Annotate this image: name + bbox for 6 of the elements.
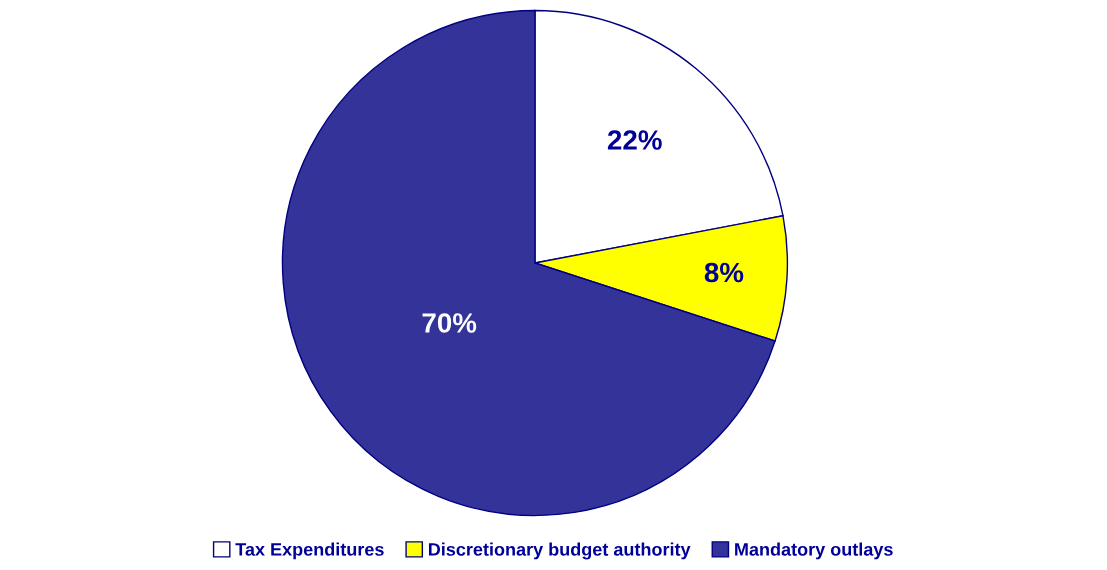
legend-label: Mandatory outlays [735,542,893,560]
legend-label: Tax Expenditures [235,542,384,560]
data-label: 70% [422,313,477,333]
data-label: 22% [607,130,662,150]
legend-label: Discretionary budget authority [428,542,691,560]
data-label: 8% [704,262,744,283]
